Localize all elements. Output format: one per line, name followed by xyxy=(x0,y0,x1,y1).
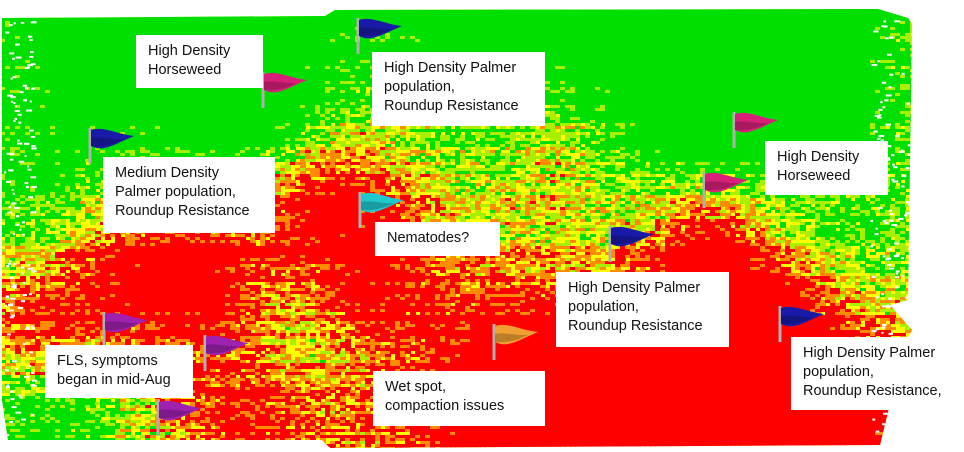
annotation-nematodes: Nematodes? xyxy=(375,222,500,256)
annotation-horseweed-north: High Density Horseweed xyxy=(136,35,263,88)
annotation-palmer-medium-west: Medium Density Palmer population, Roundu… xyxy=(103,157,275,233)
annotation-wet-spot: Wet spot, compaction issues xyxy=(373,371,545,426)
annotation-fls: FLS, symptoms began in mid-Aug xyxy=(45,345,193,398)
annotation-palmer-north: High Density Palmer population, Roundup … xyxy=(372,52,545,126)
annotation-palmer-southeast: High Density Palmer population, Roundup … xyxy=(791,337,961,410)
annotation-palmer-center-east: High Density Palmer population, Roundup … xyxy=(556,272,729,347)
annotation-horseweed-east: High Density Horseweed xyxy=(765,141,888,195)
